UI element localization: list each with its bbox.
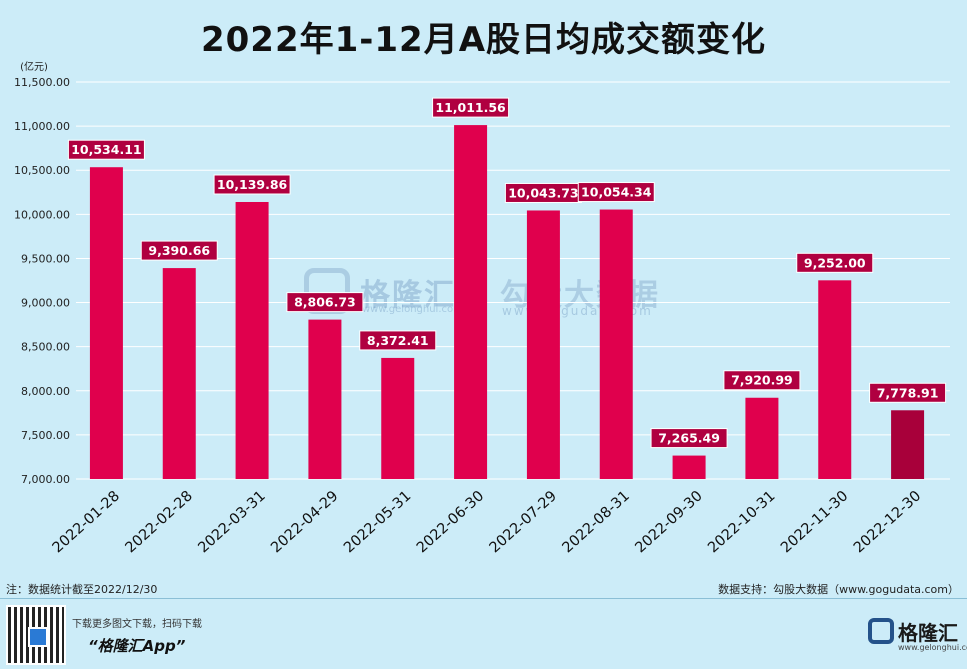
bar bbox=[891, 410, 925, 479]
data-label-box bbox=[286, 292, 364, 313]
x-tick-label: 2022-03-31 bbox=[195, 488, 268, 556]
data-label: 7,920.99 bbox=[731, 373, 793, 388]
bar bbox=[672, 455, 706, 479]
brand-logo-icon bbox=[868, 618, 894, 644]
bar bbox=[162, 268, 196, 479]
app-name: “格隆汇App” bbox=[88, 637, 186, 655]
data-label: 10,054.34 bbox=[581, 185, 652, 200]
data-label: 10,139.86 bbox=[217, 177, 288, 192]
data-label: 8,806.73 bbox=[294, 295, 356, 310]
watermark-brand-url: www.gelonghui.com bbox=[362, 304, 463, 315]
x-tick-label: 2022-08-31 bbox=[560, 488, 633, 556]
y-tick-label: 10,000.00 bbox=[14, 208, 70, 221]
data-label: 7,265.49 bbox=[658, 431, 720, 446]
y-tick-label: 9,000.00 bbox=[21, 297, 70, 310]
x-tick-label: 2022-09-30 bbox=[632, 488, 705, 556]
data-label-box bbox=[869, 382, 947, 403]
data-label-box bbox=[577, 182, 655, 203]
data-label: 10,534.11 bbox=[71, 142, 141, 157]
brand-url: www.gelonghui.com bbox=[898, 643, 967, 652]
y-tick-label: 9,500.00 bbox=[21, 252, 70, 265]
data-label-box bbox=[67, 139, 145, 160]
data-label-box bbox=[650, 428, 728, 449]
bar bbox=[235, 201, 269, 479]
x-tick-label: 2022-06-30 bbox=[414, 488, 487, 556]
bar bbox=[818, 280, 852, 479]
x-tick-label: 2022-01-28 bbox=[50, 488, 123, 556]
x-tick-label: 2022-11-30 bbox=[778, 488, 851, 556]
y-tick-label: 8,000.00 bbox=[21, 385, 70, 398]
x-tick-label: 2022-02-28 bbox=[123, 488, 196, 556]
bar bbox=[454, 125, 488, 480]
bar bbox=[599, 209, 633, 479]
x-tick-label: 2022-04-29 bbox=[268, 488, 341, 556]
qr-caption: 下载更多图文下载，扫码下载 bbox=[72, 619, 202, 630]
bar-chart: (亿元) 7,000.00 7,500.00 8,000.00 8,500.00 9,00… bbox=[14, 60, 950, 556]
y-tick-label: 11,000.00 bbox=[14, 120, 70, 133]
bar bbox=[381, 357, 415, 479]
footer-source: 数据支持：勾股大数据（www.gogudata.com） bbox=[718, 583, 959, 596]
chart-title: 2022年1-12月A股日均成交额变化 bbox=[200, 20, 767, 60]
y-tick-label: 10,500.00 bbox=[14, 164, 70, 177]
data-label-box bbox=[140, 240, 218, 261]
y-tick-label: 11,500.00 bbox=[14, 76, 70, 89]
data-label: 9,390.66 bbox=[148, 243, 210, 258]
qr-code-icon[interactable] bbox=[6, 605, 66, 665]
bar bbox=[526, 210, 560, 479]
watermark-brand: 格隆汇 bbox=[360, 278, 456, 313]
data-label-box bbox=[359, 330, 437, 351]
x-tick-label: 2022-07-29 bbox=[487, 488, 560, 556]
data-label-box bbox=[796, 252, 874, 273]
y-tick-label: 7,500.00 bbox=[21, 429, 70, 442]
bar bbox=[745, 397, 779, 479]
y-tick-label: 7,000.00 bbox=[21, 473, 70, 486]
data-label: 9,252.00 bbox=[804, 255, 866, 270]
data-label-box bbox=[723, 370, 801, 391]
x-tick-label: 2022-12-30 bbox=[851, 488, 924, 556]
bar bbox=[308, 319, 342, 479]
data-label-box bbox=[432, 97, 510, 118]
data-label: 7,778.91 bbox=[877, 385, 939, 400]
x-tick-label: 2022-10-31 bbox=[705, 488, 778, 556]
y-tick-label: 8,500.00 bbox=[21, 341, 70, 354]
data-label: 10,043.73 bbox=[508, 185, 578, 200]
data-label: 11,011.56 bbox=[435, 100, 506, 115]
x-tick-label: 2022-05-31 bbox=[341, 488, 414, 556]
data-label: 8,372.41 bbox=[367, 333, 429, 348]
footer-divider bbox=[0, 598, 967, 599]
brand-name: 格隆汇 bbox=[898, 621, 958, 645]
footer-note: 注：数据统计截至2022/12/30 bbox=[6, 583, 158, 596]
y-axis-label: (亿元) bbox=[20, 60, 48, 73]
bar bbox=[89, 167, 123, 480]
data-label-box bbox=[213, 174, 291, 195]
